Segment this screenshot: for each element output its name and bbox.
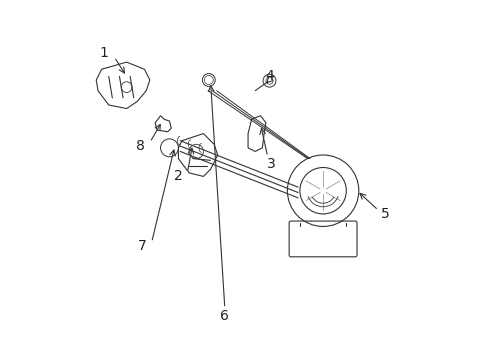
Text: 1: 1 <box>99 46 108 60</box>
Text: 7: 7 <box>138 239 147 253</box>
Text: 5: 5 <box>381 207 389 221</box>
Text: 3: 3 <box>266 157 275 171</box>
Text: 2: 2 <box>174 170 183 184</box>
Text: 8: 8 <box>136 139 145 153</box>
Text: 4: 4 <box>264 69 273 84</box>
Text: 6: 6 <box>220 309 229 323</box>
